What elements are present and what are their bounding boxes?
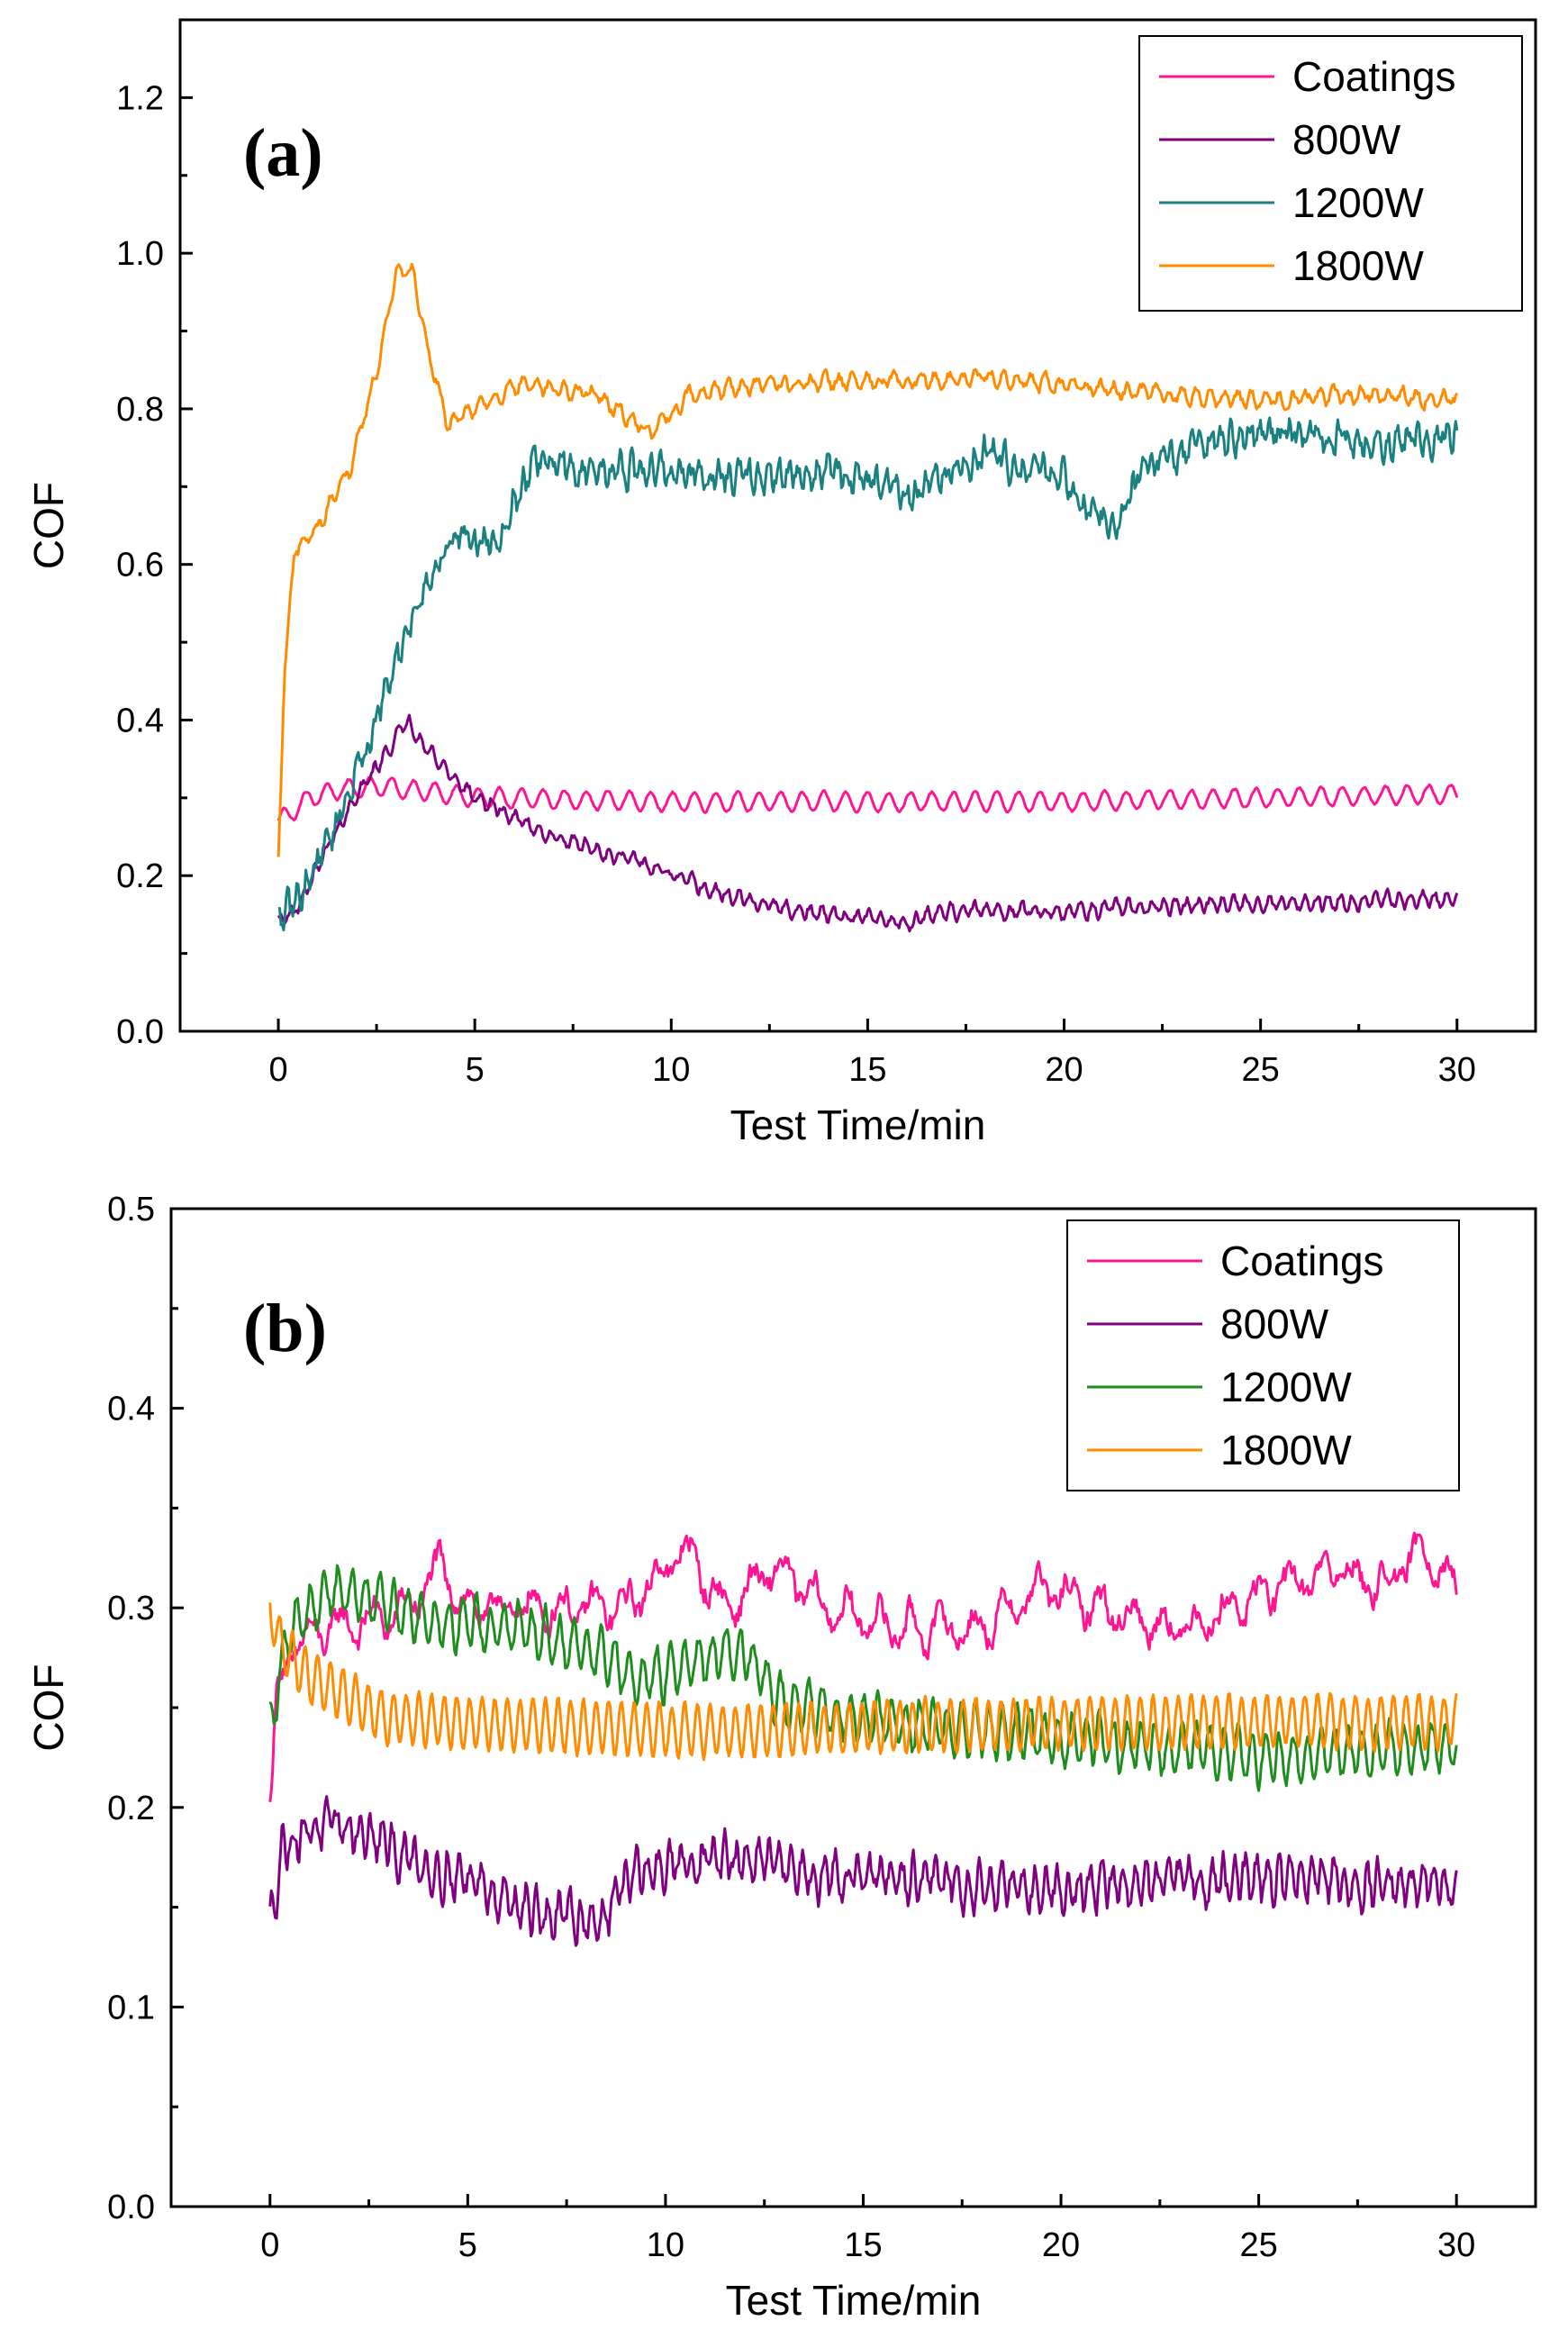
series-line-800w	[268, 1795, 1458, 1947]
x-axis-title: Test Time/min	[726, 2277, 982, 2324]
y-tick-label: 0.0	[107, 2189, 155, 2226]
x-tick-label: 10	[647, 2226, 684, 2264]
x-tick-label: 0	[268, 1051, 287, 1089]
legend-box	[1066, 1219, 1460, 1491]
y-tick-label: 0.8	[116, 391, 164, 429]
x-tick-label: 10	[652, 1051, 690, 1089]
y-tick-label: 0.5	[107, 1191, 155, 1228]
y-tick-label: 0.3	[107, 1590, 155, 1627]
legend-entry-coatings: Coatings	[1292, 53, 1456, 100]
legend-entry-1800w: 1800W	[1292, 242, 1424, 289]
legend-entry-800w: 800W	[1220, 1301, 1329, 1347]
legend-entry-coatings: Coatings	[1220, 1237, 1384, 1284]
x-tick-label: 15	[848, 1051, 886, 1089]
x-tick-label: 20	[1042, 2226, 1080, 2264]
x-tick-label: 30	[1438, 1051, 1476, 1089]
y-tick-label: 0.2	[107, 1790, 155, 1827]
legend-entry-800w: 800W	[1292, 116, 1401, 163]
legend-entry-1200w: 1200W	[1220, 1364, 1352, 1410]
y-tick-label: 0.0	[116, 1013, 164, 1051]
series-line-800w	[276, 713, 1459, 933]
y-tick-label: 0.6	[116, 547, 164, 585]
y-tick-label: 1.0	[116, 235, 164, 273]
chart-panel-a: 0 5 10 15 20 25 30 0.0 0.2 0.4 0.6 0.8 1.0 1.2 Test Ti…	[25, 18, 1537, 1148]
x-tick-label: 5	[458, 2226, 477, 2264]
y-tick-label: 0.4	[107, 1391, 155, 1428]
legend: Coatings 800W 1200W 1800W	[1066, 1219, 1460, 1491]
y-axis-title: COF	[25, 1664, 72, 1751]
y-tick-label: 1.2	[116, 79, 164, 117]
x-tick-label: 30	[1437, 2226, 1475, 2264]
series-line-1200w	[268, 1564, 1458, 1792]
legend: Coatings 800W 1200W 1800W	[1138, 35, 1523, 312]
y-axis-title: COF	[25, 482, 72, 569]
series-line-1200w	[277, 416, 1459, 932]
legend-entry-1800w: 1800W	[1220, 1427, 1352, 1473]
y-tick-label: 0.2	[116, 857, 164, 895]
series-line-1800w	[268, 1602, 1458, 1762]
x-tick-label: 25	[1239, 2226, 1277, 2264]
series-line-1800w	[276, 262, 1459, 857]
x-tick-label: 5	[466, 1051, 485, 1089]
chart-panel-b: 0 5 10 15 20 25 30 0.0 0.1 0.2 0.3 0.4 0.5 Test Time/…	[25, 1191, 1537, 2324]
x-tick-label: 15	[844, 2226, 882, 2264]
legend-entry-1200w: 1200W	[1292, 179, 1424, 226]
y-tick-label: 0.4	[116, 702, 164, 739]
panel-label: (b)	[243, 1291, 327, 1366]
panel-label: (a)	[243, 115, 323, 191]
x-axis-title: Test Time/min	[730, 1101, 986, 1148]
x-tick-label: 25	[1241, 1051, 1279, 1089]
series-line-coatings	[276, 775, 1459, 822]
x-tick-label: 20	[1045, 1051, 1083, 1089]
x-tick-label: 0	[260, 2226, 279, 2264]
y-tick-label: 0.1	[107, 1989, 155, 2026]
plot-frame	[178, 18, 1537, 1033]
series-line-coatings	[268, 1531, 1458, 1802]
